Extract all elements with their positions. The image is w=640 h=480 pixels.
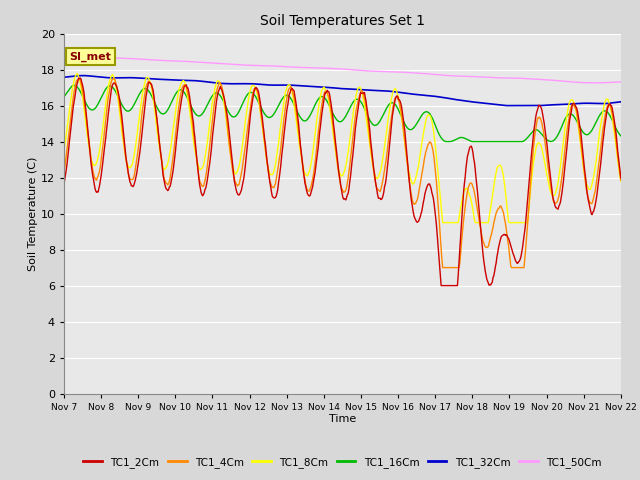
TC1_16Cm xyxy=(443,139,451,144)
TC1_16Cm xyxy=(428,113,435,119)
TC1_16Cm xyxy=(71,83,79,88)
TC1_8Cm xyxy=(439,220,447,226)
TC1_4Cm xyxy=(109,75,117,81)
TC1_8Cm xyxy=(185,101,193,107)
TC1_50Cm xyxy=(214,60,221,66)
TC1_4Cm xyxy=(439,264,447,270)
TC1_32Cm xyxy=(411,92,419,97)
TC1_8Cm xyxy=(128,162,136,168)
TC1_2Cm xyxy=(70,99,78,105)
TC1_4Cm xyxy=(60,168,68,174)
TC1_50Cm xyxy=(617,79,625,85)
TC1_50Cm xyxy=(184,59,192,64)
TC1_32Cm xyxy=(70,73,78,79)
TC1_8Cm xyxy=(617,179,625,184)
TC1_50Cm xyxy=(410,70,418,76)
Title: Soil Temperatures Set 1: Soil Temperatures Set 1 xyxy=(260,14,425,28)
Line: TC1_2Cm: TC1_2Cm xyxy=(64,78,621,286)
TC1_4Cm xyxy=(70,89,78,95)
TC1_32Cm xyxy=(617,99,625,105)
TC1_16Cm xyxy=(214,91,222,96)
TC1_2Cm xyxy=(437,283,445,288)
Legend: TC1_2Cm, TC1_4Cm, TC1_8Cm, TC1_16Cm, TC1_32Cm, TC1_50Cm: TC1_2Cm, TC1_4Cm, TC1_8Cm, TC1_16Cm, TC1… xyxy=(79,453,605,472)
TC1_4Cm xyxy=(617,178,625,183)
TC1_50Cm xyxy=(70,51,78,57)
TC1_4Cm xyxy=(411,201,419,206)
TC1_32Cm xyxy=(428,93,435,99)
TC1_2Cm xyxy=(75,75,83,81)
TC1_2Cm xyxy=(617,175,625,181)
Y-axis label: Soil Temperature (C): Soil Temperature (C) xyxy=(28,156,38,271)
TC1_50Cm xyxy=(60,49,68,55)
TC1_4Cm xyxy=(128,177,136,182)
TC1_32Cm xyxy=(185,77,193,83)
TC1_8Cm xyxy=(74,71,81,76)
TC1_8Cm xyxy=(60,147,68,153)
TC1_50Cm xyxy=(426,71,434,77)
TC1_16Cm xyxy=(128,105,136,111)
TC1_2Cm xyxy=(60,181,68,187)
TC1_2Cm xyxy=(214,90,222,96)
TC1_16Cm xyxy=(617,133,625,139)
Line: TC1_32Cm: TC1_32Cm xyxy=(64,75,621,106)
TC1_8Cm xyxy=(428,115,435,121)
X-axis label: Time: Time xyxy=(329,414,356,424)
TC1_16Cm xyxy=(70,83,78,88)
TC1_8Cm xyxy=(214,78,222,84)
TC1_4Cm xyxy=(214,84,222,89)
TC1_8Cm xyxy=(411,178,419,184)
TC1_2Cm xyxy=(185,89,193,95)
TC1_2Cm xyxy=(128,183,136,189)
TC1_2Cm xyxy=(428,185,435,191)
TC1_4Cm xyxy=(185,95,193,100)
TC1_16Cm xyxy=(185,98,193,104)
TC1_50Cm xyxy=(127,56,135,61)
TC1_32Cm xyxy=(60,74,68,80)
TC1_32Cm xyxy=(214,80,222,86)
TC1_32Cm xyxy=(79,72,87,78)
Text: SI_met: SI_met xyxy=(70,51,111,62)
Line: TC1_16Cm: TC1_16Cm xyxy=(64,85,621,142)
TC1_50Cm xyxy=(592,80,600,86)
TC1_32Cm xyxy=(128,75,136,81)
TC1_2Cm xyxy=(411,216,419,221)
TC1_16Cm xyxy=(60,94,68,99)
TC1_4Cm xyxy=(428,140,435,146)
TC1_16Cm xyxy=(411,124,419,130)
Line: TC1_50Cm: TC1_50Cm xyxy=(64,52,621,83)
Line: TC1_4Cm: TC1_4Cm xyxy=(64,78,621,267)
TC1_32Cm xyxy=(503,103,511,108)
TC1_8Cm xyxy=(70,78,78,84)
Line: TC1_8Cm: TC1_8Cm xyxy=(64,73,621,223)
